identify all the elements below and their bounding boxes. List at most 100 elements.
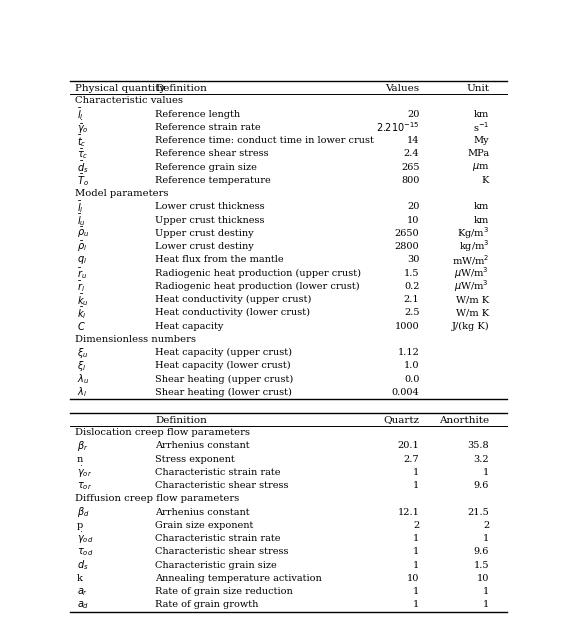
Text: Anorthite: Anorthite [439,415,489,424]
Text: 2: 2 [483,521,489,530]
Text: 9.6: 9.6 [474,548,489,557]
Text: 800: 800 [401,176,419,185]
Text: $\tau_{od}$: $\tau_{od}$ [77,546,93,558]
Text: Lower crust thickness: Lower crust thickness [155,202,265,211]
Text: Heat capacity: Heat capacity [155,322,224,331]
Text: p: p [77,521,83,530]
Text: $a_r$: $a_r$ [77,586,88,598]
Text: $\bar{l}_l$: $\bar{l}_l$ [77,106,83,122]
Text: $\bar{l}_u$: $\bar{l}_u$ [77,213,86,228]
Text: Reference time: conduct time in lower crust: Reference time: conduct time in lower cr… [155,136,374,145]
Text: $\bar{t}_c$: $\bar{t}_c$ [77,133,87,148]
Text: 20: 20 [407,202,419,211]
Text: Heat capacity (upper crust): Heat capacity (upper crust) [155,348,292,357]
Text: Shear heating (lower crust): Shear heating (lower crust) [155,388,292,397]
Text: 1: 1 [483,534,489,543]
Text: 1: 1 [413,560,419,569]
Text: Arrhenius constant: Arrhenius constant [155,508,250,517]
Text: $\beta_d$: $\beta_d$ [77,505,90,519]
Text: Reference shear stress: Reference shear stress [155,150,269,159]
Text: $a_d$: $a_d$ [77,599,89,611]
Text: Definition: Definition [155,415,207,424]
Text: 10: 10 [407,574,419,583]
Text: Dimensionless numbers: Dimensionless numbers [75,335,196,344]
Text: 1.0: 1.0 [404,361,419,370]
Text: $\bar{r}_u$: $\bar{r}_u$ [77,266,87,281]
Text: $\dot{\bar{\gamma}}_o$: $\dot{\bar{\gamma}}_o$ [77,119,88,136]
Text: Diffusion creep flow parameters: Diffusion creep flow parameters [75,494,239,503]
Text: Heat conductivity (upper crust): Heat conductivity (upper crust) [155,295,312,304]
Text: 35.8: 35.8 [468,442,489,451]
Text: Annealing temperature activation: Annealing temperature activation [155,574,322,583]
Text: Shear heating (upper crust): Shear heating (upper crust) [155,374,294,384]
Text: Characteristic shear stress: Characteristic shear stress [155,481,289,490]
Text: Characteristic strain rate: Characteristic strain rate [155,534,281,543]
Text: 1000: 1000 [395,322,419,331]
Text: Arrhenius constant: Arrhenius constant [155,442,250,451]
Text: $\xi_u$: $\xi_u$ [77,345,88,360]
Text: kg/m$^3$: kg/m$^3$ [459,239,489,254]
Text: $\xi_l$: $\xi_l$ [77,359,86,373]
Text: $\dot{\gamma}_{od}$: $\dot{\gamma}_{od}$ [77,531,93,546]
Text: 3.2: 3.2 [473,455,489,464]
Text: 20: 20 [407,110,419,119]
Text: Physical quantity: Physical quantity [75,84,165,93]
Text: Quartz: Quartz [383,415,419,424]
Text: $\bar{l}_l$: $\bar{l}_l$ [77,199,83,215]
Text: 1: 1 [413,548,419,557]
Text: 2800: 2800 [395,242,419,251]
Text: 1: 1 [483,468,489,477]
Text: $\bar{\tau}_c$: $\bar{\tau}_c$ [77,147,88,160]
Text: k: k [77,574,83,583]
Text: Grain size exponent: Grain size exponent [155,521,254,530]
Text: 1.5: 1.5 [404,268,419,277]
Text: Definition: Definition [155,84,207,93]
Text: Unit: Unit [466,84,489,93]
Text: Dislocation creep flow parameters: Dislocation creep flow parameters [75,428,250,437]
Text: MPa: MPa [467,150,489,159]
Text: 0.0: 0.0 [404,374,419,383]
Text: $\lambda_l$: $\lambda_l$ [77,385,87,399]
Text: 2: 2 [413,521,419,530]
Text: Characteristic grain size: Characteristic grain size [155,560,277,569]
Text: Heat conductivity (lower crust): Heat conductivity (lower crust) [155,308,310,317]
Text: $\beta_r$: $\beta_r$ [77,439,88,453]
Text: 1: 1 [413,600,419,609]
Text: Characteristic shear stress: Characteristic shear stress [155,548,289,557]
Text: 12.1: 12.1 [397,508,419,517]
Text: Reference length: Reference length [155,110,240,119]
Text: 10: 10 [407,216,419,225]
Text: Characteristic strain rate: Characteristic strain rate [155,468,281,477]
Text: Radiogenic heat production (upper crust): Radiogenic heat production (upper crust) [155,268,361,277]
Text: Heat capacity (lower crust): Heat capacity (lower crust) [155,361,291,370]
Text: $2.210^{-15}$: $2.210^{-15}$ [376,121,419,134]
Text: 2.1: 2.1 [404,295,419,304]
Text: Values: Values [385,84,419,93]
Text: 1.5: 1.5 [473,560,489,569]
Text: W/m K: W/m K [456,295,489,304]
Text: 1: 1 [413,534,419,543]
Text: 2650: 2650 [395,229,419,238]
Text: J/(kg K): J/(kg K) [452,322,489,331]
Text: My: My [473,136,489,145]
Text: Rate of grain growth: Rate of grain growth [155,600,259,609]
Text: 2.7: 2.7 [404,455,419,464]
Text: Upper crust destiny: Upper crust destiny [155,229,254,238]
Text: s$^{-1}$: s$^{-1}$ [473,121,489,134]
Text: K: K [482,176,489,185]
Text: 2.5: 2.5 [404,308,419,317]
Text: Reference grain size: Reference grain size [155,162,257,171]
Text: $\bar{T}_o$: $\bar{T}_o$ [77,173,89,188]
Text: 0.004: 0.004 [392,388,419,397]
Text: $d_s$: $d_s$ [77,559,88,572]
Text: Reference temperature: Reference temperature [155,176,271,185]
Text: 1.12: 1.12 [397,348,419,357]
Text: $\mu$W/m$^3$: $\mu$W/m$^3$ [454,279,489,294]
Text: $\mu$m: $\mu$m [472,161,489,173]
Text: $\mu$W/m$^3$: $\mu$W/m$^3$ [454,265,489,281]
Text: $\dot{\gamma}_{or}$: $\dot{\gamma}_{or}$ [77,465,92,480]
Text: $\lambda_u$: $\lambda_u$ [77,372,89,386]
Text: Rate of grain size reduction: Rate of grain size reduction [155,587,293,596]
Text: $q_l$: $q_l$ [77,254,87,266]
Text: $\bar{\rho}_l$: $\bar{\rho}_l$ [77,239,87,254]
